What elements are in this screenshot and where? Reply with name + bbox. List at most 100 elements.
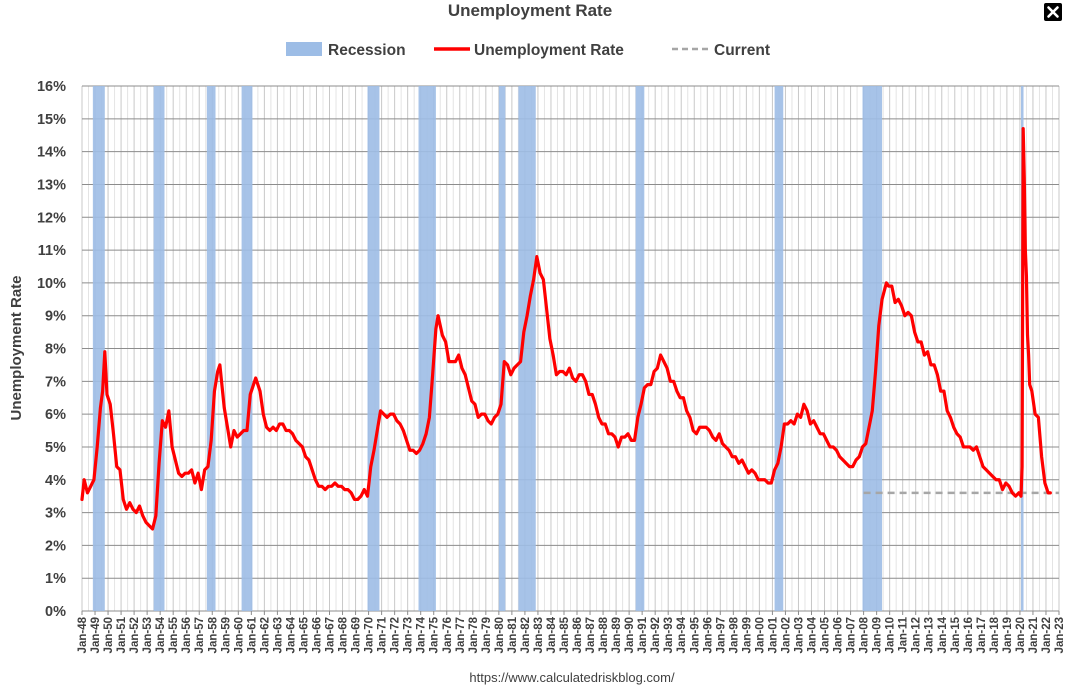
x-tick-label: Jan-22: [1041, 617, 1053, 653]
x-tick-label: Jan-90: [624, 617, 636, 653]
x-tick-label: Jan-94: [676, 616, 688, 653]
x-tick-label: Jan-16: [963, 617, 975, 653]
x-tick-label: Jan-67: [325, 617, 337, 653]
x-tick-label: Jan-87: [585, 617, 597, 653]
legend-label-recession: Recession: [328, 42, 406, 59]
y-tick-label: 11%: [38, 243, 66, 259]
x-tick-label: Jan-83: [533, 617, 545, 653]
y-tick-label: 4%: [45, 473, 66, 489]
x-tick-label: Jan-99: [741, 617, 753, 653]
x-tick-label: Jan-95: [689, 616, 701, 653]
y-axis-ticks: 0% 1% 2% 3% 4% 5% 6% 7% 8% 9% 10% 11% 12% 13% 14% 15% 16…: [37, 79, 66, 620]
horizontal-gridlines: [82, 85, 1059, 612]
x-tick-label: Jan-71: [377, 616, 389, 653]
x-tick-label: Jan-68: [338, 616, 350, 653]
x-tick-label: Jan-05: [820, 616, 832, 653]
x-tick-label: Jan-54: [155, 616, 167, 653]
x-tick-label: Jan-58: [207, 616, 219, 653]
x-tick-label: Jan-00: [754, 617, 766, 653]
recession-band: [498, 86, 506, 611]
x-tick-label: Jan-86: [572, 617, 584, 653]
x-tick-label: Jan-60: [233, 617, 245, 653]
legend-swatch-recession: [286, 42, 322, 56]
y-tick-label: 15%: [37, 112, 66, 128]
x-tick-label: Jan-10: [885, 617, 897, 653]
x-tick-label: Jan-96: [702, 617, 714, 653]
legend: Recession Unemployment Rate Current: [286, 42, 770, 59]
x-tick-label: Jan-04: [806, 616, 818, 653]
x-tick-label: Jan-11: [898, 616, 910, 652]
y-tick-label: 0%: [45, 604, 66, 620]
x-tick-label: Jan-02: [780, 617, 792, 653]
y-tick-label: 16%: [37, 79, 66, 95]
x-tick-label: Jan-65: [298, 616, 310, 653]
x-tick-label: Jan-66: [311, 617, 323, 653]
x-tick-label: Jan-49: [90, 617, 102, 653]
x-tick-label: Jan-84: [546, 616, 558, 653]
x-tick-label: Jan-56: [181, 617, 193, 653]
x-tick-label: Jan-06: [833, 617, 845, 653]
source-url: https://www.calculatedriskblog.com/: [469, 670, 675, 685]
x-tick-label: Jan-52: [129, 617, 141, 653]
x-tick-label: Jan-70: [364, 617, 376, 653]
recession-band: [862, 86, 883, 611]
x-tick-label: Jan-08: [859, 616, 871, 653]
y-tick-label: 3%: [45, 506, 66, 522]
x-tick-label: Jan-20: [1015, 617, 1027, 653]
x-tick-label: Jan-77: [455, 617, 467, 653]
y-tick-label: 8%: [45, 342, 66, 358]
x-tick-label: Jan-19: [1002, 617, 1014, 653]
x-tick-label: Jan-97: [715, 617, 727, 653]
y-tick-label: 12%: [37, 210, 66, 226]
x-tick-label: Jan-03: [793, 617, 805, 653]
close-icon[interactable]: [1043, 2, 1063, 22]
x-tick-label: Jan-78: [468, 616, 480, 653]
x-tick-label: Jan-73: [403, 617, 415, 653]
x-axis-ticks: Jan-48 Jan-49 Jan-50 Jan-51 Jan-52 Jan-53 Jan-…: [77, 611, 1066, 653]
recession-band: [518, 86, 536, 611]
x-tick-label: Jan-82: [520, 617, 532, 653]
x-tick-label: Jan-64: [285, 616, 297, 653]
x-tick-label: Jan-80: [494, 617, 506, 653]
unemployment-rate-line: [80, 127, 1052, 531]
y-tick-label: 13%: [37, 177, 66, 193]
x-tick-label: Jan-23: [1054, 617, 1066, 653]
x-tick-label: Jan-48: [77, 616, 89, 653]
x-tick-label: Jan-12: [911, 617, 923, 653]
x-tick-label: Jan-93: [663, 617, 675, 653]
chart-title: Unemployment Rate: [448, 1, 612, 20]
recession-band: [635, 86, 645, 611]
x-tick-label: Jan-74: [416, 616, 428, 653]
y-tick-label: 10%: [37, 276, 66, 292]
y-tick-label: 14%: [37, 145, 66, 161]
y-tick-label: 2%: [45, 538, 66, 554]
x-tick-label: Jan-72: [390, 617, 402, 653]
x-tick-label: Jan-51: [116, 616, 128, 653]
x-tick-label: Jan-61: [246, 616, 258, 653]
y-tick-label: 7%: [45, 374, 66, 390]
x-tick-label: Jan-01: [767, 616, 779, 653]
x-tick-label: Jan-75: [429, 616, 441, 653]
x-tick-label: Jan-18: [989, 616, 1001, 653]
y-axis-label: Unemployment Rate: [8, 275, 25, 420]
recession-band: [206, 86, 216, 611]
recession-band: [241, 86, 253, 611]
legend-label-rate: Unemployment Rate: [474, 42, 624, 59]
recession-band: [153, 86, 165, 611]
x-tick-label: Jan-91: [637, 616, 649, 653]
x-tick-label: Jan-59: [220, 617, 232, 653]
x-tick-label: Jan-57: [194, 617, 206, 653]
x-tick-label: Jan-09: [872, 617, 884, 653]
x-tick-label: Jan-14: [937, 616, 949, 653]
x-tick-label: Jan-89: [611, 617, 623, 653]
x-tick-label: Jan-07: [846, 617, 858, 653]
x-tick-label: Jan-69: [351, 617, 363, 653]
x-tick-label: Jan-88: [598, 616, 610, 653]
legend-label-current: Current: [714, 42, 770, 59]
recession-band: [418, 86, 436, 611]
x-tick-label: Jan-53: [142, 617, 154, 653]
x-tick-label: Jan-17: [976, 617, 988, 653]
x-tick-label: Jan-62: [259, 617, 271, 653]
x-tick-label: Jan-50: [103, 617, 115, 653]
